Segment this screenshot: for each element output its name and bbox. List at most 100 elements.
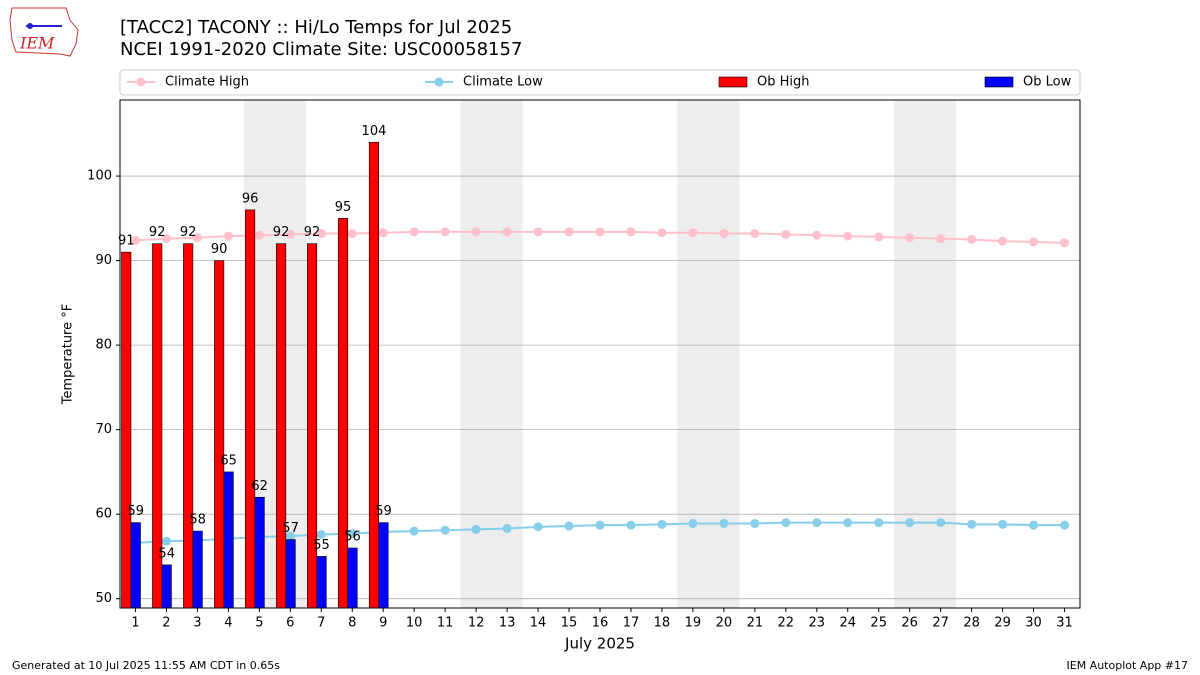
bar-label: 59 bbox=[127, 504, 144, 519]
point bbox=[626, 227, 636, 237]
bar bbox=[285, 539, 296, 609]
footer-left: Generated at 10 Jul 2025 11:55 AM CDT in… bbox=[12, 659, 280, 672]
bar bbox=[254, 496, 265, 609]
x-tick-label: 11 bbox=[437, 616, 454, 631]
bar-label: 104 bbox=[362, 124, 387, 139]
point bbox=[874, 232, 884, 242]
point bbox=[750, 518, 760, 528]
bar-label: 92 bbox=[180, 225, 197, 240]
point bbox=[843, 231, 853, 241]
y-tick-label: 60 bbox=[95, 507, 112, 522]
point bbox=[812, 518, 822, 528]
point bbox=[1029, 520, 1039, 530]
x-tick-label: 1 bbox=[131, 616, 139, 631]
x-tick-label: 29 bbox=[994, 616, 1011, 631]
x-tick-label: 27 bbox=[932, 616, 949, 631]
point bbox=[967, 519, 977, 529]
point bbox=[998, 519, 1008, 529]
bar-label: 62 bbox=[251, 479, 268, 494]
y-tick-label: 80 bbox=[95, 338, 112, 353]
point bbox=[1060, 238, 1070, 248]
plot-frame bbox=[119, 99, 1081, 609]
point bbox=[657, 228, 667, 238]
point bbox=[533, 227, 543, 237]
bar bbox=[130, 522, 141, 609]
point bbox=[564, 227, 574, 237]
point bbox=[502, 524, 512, 534]
legend-box bbox=[119, 69, 1081, 96]
bar bbox=[347, 547, 358, 609]
x-tick-label: 30 bbox=[1025, 616, 1042, 631]
point bbox=[657, 519, 667, 529]
bar bbox=[161, 564, 172, 609]
bar bbox=[223, 471, 234, 609]
point bbox=[378, 228, 388, 238]
point bbox=[1029, 237, 1039, 247]
point bbox=[223, 231, 233, 241]
point bbox=[502, 227, 512, 237]
x-tick-label: 12 bbox=[468, 616, 485, 631]
logo: IEM bbox=[9, 7, 79, 57]
bar bbox=[306, 243, 318, 609]
legend-swatch bbox=[434, 77, 444, 87]
bar bbox=[192, 530, 203, 609]
point bbox=[905, 518, 915, 528]
point bbox=[843, 518, 853, 528]
point bbox=[409, 227, 419, 237]
point bbox=[1060, 520, 1070, 530]
bar bbox=[214, 260, 225, 609]
point bbox=[130, 235, 140, 245]
point bbox=[719, 518, 729, 528]
x-tick-label: 23 bbox=[809, 616, 826, 631]
point bbox=[595, 227, 605, 237]
point bbox=[812, 230, 822, 240]
point bbox=[967, 234, 977, 244]
bar-label: 57 bbox=[282, 521, 299, 536]
point bbox=[905, 233, 915, 243]
x-tick-label: 24 bbox=[839, 616, 856, 631]
point bbox=[347, 229, 357, 239]
legend-label: Climate High bbox=[165, 75, 249, 90]
bar-label: 96 bbox=[242, 191, 259, 206]
bar bbox=[276, 243, 287, 609]
point bbox=[440, 227, 450, 237]
x-tick-label: 31 bbox=[1056, 616, 1073, 631]
x-tick-label: 20 bbox=[716, 616, 733, 631]
point bbox=[161, 536, 171, 546]
point bbox=[533, 522, 543, 532]
bar-label: 95 bbox=[335, 200, 352, 215]
point bbox=[161, 234, 171, 244]
point bbox=[688, 228, 698, 238]
x-tick-label: 8 bbox=[348, 616, 356, 631]
x-tick-label: 4 bbox=[224, 616, 232, 631]
bar-label: 92 bbox=[273, 225, 290, 240]
x-tick-label: 13 bbox=[499, 616, 516, 631]
point bbox=[874, 518, 884, 528]
y-tick-label: 70 bbox=[95, 422, 112, 437]
point bbox=[192, 233, 202, 243]
bar-label: 90 bbox=[211, 242, 228, 257]
point bbox=[409, 526, 419, 536]
bar-label: 58 bbox=[189, 513, 206, 528]
bar-label: 56 bbox=[344, 529, 361, 544]
point bbox=[626, 520, 636, 530]
legend-label: Climate Low bbox=[463, 75, 543, 90]
x-tick-label: 7 bbox=[317, 616, 325, 631]
y-tick-label: 90 bbox=[95, 253, 112, 268]
point bbox=[285, 229, 295, 239]
x-tick-label: 6 bbox=[286, 616, 294, 631]
point bbox=[316, 229, 326, 239]
bar bbox=[337, 218, 349, 609]
legend-label: Ob High bbox=[757, 75, 810, 90]
point bbox=[781, 229, 791, 239]
point bbox=[595, 520, 605, 530]
legend-label: Ob Low bbox=[1023, 75, 1072, 90]
footer-right: IEM Autoplot App #17 bbox=[1067, 659, 1189, 672]
point bbox=[936, 234, 946, 244]
point bbox=[688, 518, 698, 528]
x-tick-label: 10 bbox=[406, 616, 423, 631]
bar-label: 59 bbox=[375, 504, 392, 519]
x-axis-label: July 2025 bbox=[564, 635, 635, 653]
legend-swatch bbox=[718, 76, 748, 88]
